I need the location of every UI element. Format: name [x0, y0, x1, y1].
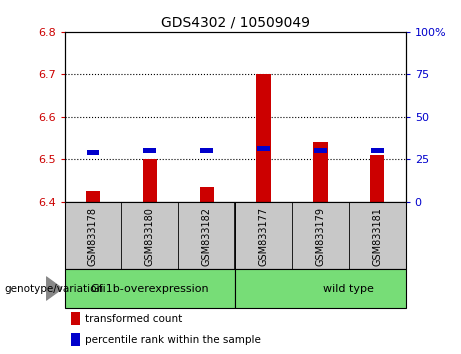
Bar	[235, 269, 406, 308]
Bar	[257, 146, 270, 151]
Text: transformed count: transformed count	[85, 314, 182, 324]
Bar	[143, 159, 157, 202]
Text: GSM833181: GSM833181	[372, 207, 382, 266]
Polygon shape	[46, 277, 62, 300]
Text: GSM833180: GSM833180	[145, 207, 155, 266]
Bar	[143, 148, 156, 153]
Bar	[314, 148, 327, 153]
Title: GDS4302 / 10509049: GDS4302 / 10509049	[160, 15, 310, 29]
Text: GSM833179: GSM833179	[315, 207, 325, 266]
Text: wild type: wild type	[323, 284, 374, 293]
Text: percentile rank within the sample: percentile rank within the sample	[85, 335, 261, 345]
Bar	[313, 142, 327, 202]
Text: genotype/variation: genotype/variation	[5, 284, 104, 293]
Bar	[200, 148, 213, 153]
Bar	[87, 150, 100, 155]
Bar	[370, 155, 384, 202]
Bar	[71, 333, 80, 346]
Text: GSM833177: GSM833177	[259, 207, 269, 266]
Text: GSM833182: GSM833182	[201, 207, 212, 266]
Bar	[256, 74, 271, 202]
Bar	[65, 269, 235, 308]
Text: Gfi1b-overexpression: Gfi1b-overexpression	[90, 284, 209, 293]
Bar	[71, 312, 80, 325]
Bar	[200, 187, 214, 202]
Bar	[86, 191, 100, 202]
Text: GSM833178: GSM833178	[88, 207, 98, 266]
Bar	[371, 148, 384, 153]
